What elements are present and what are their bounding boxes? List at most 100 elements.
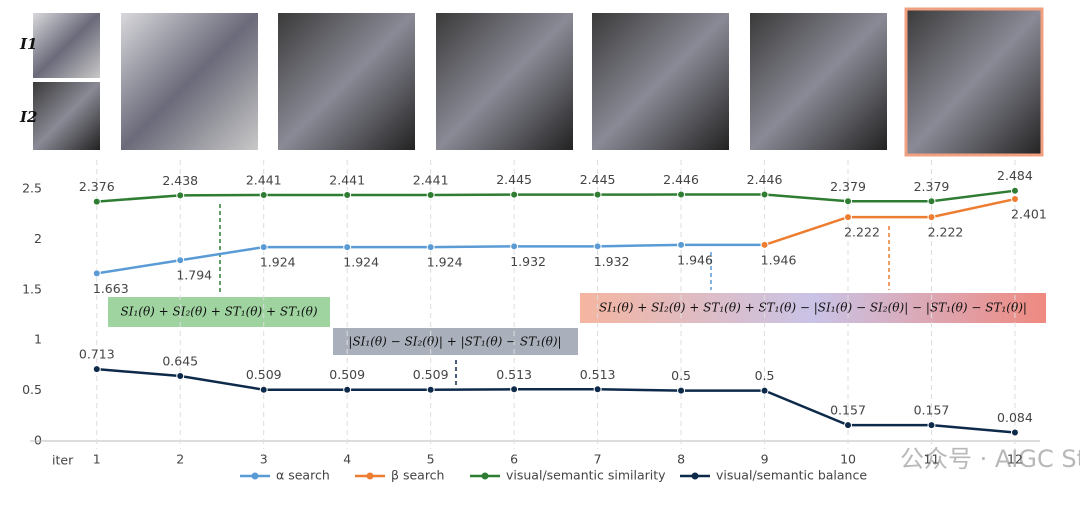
point: [176, 372, 185, 381]
data-label: 2.401: [1011, 207, 1047, 222]
y-tick-label: 2: [34, 231, 42, 246]
series-line: [96, 189, 1016, 203]
point: [1010, 428, 1019, 437]
result-image: [121, 13, 258, 150]
point: [343, 385, 352, 394]
annotation: |SI₁(θ) − SI₂(θ)| + |ST₁(θ) − ST₁(θ)|: [348, 335, 561, 349]
annotation: SI₁(θ) + SI₂(θ) + ST₁(θ) + ST₁(θ) − |SI₁…: [599, 301, 1027, 315]
data-label: 1.663: [93, 281, 129, 296]
point: [677, 190, 686, 199]
x-tick-label: 9: [761, 452, 769, 467]
data-label: 2.446: [663, 172, 699, 187]
input-image: [33, 13, 100, 78]
point: [844, 197, 853, 206]
y-tick-label: 1.5: [22, 281, 42, 296]
point: [593, 385, 602, 394]
watermark: 公众号 · AIGC Studio: [900, 445, 1080, 473]
data-label: 0.513: [580, 367, 616, 382]
data-label: 0.157: [914, 403, 950, 418]
data-label: 2.438: [162, 173, 198, 188]
x-tick-label: 2: [176, 452, 184, 467]
data-label: 1.946: [677, 252, 713, 267]
point: [677, 386, 686, 395]
data-label: 0.645: [162, 354, 198, 369]
point: [259, 243, 268, 252]
x-tick-label: 10: [840, 452, 856, 467]
data-label: 0.509: [246, 367, 282, 382]
result-image: [592, 13, 729, 150]
point: [844, 213, 853, 222]
image-label: I1: [19, 35, 37, 53]
data-label: 2.445: [496, 172, 532, 187]
data-label: 0.5: [755, 368, 775, 383]
result-image: [278, 13, 415, 150]
x-tick-label: 11: [924, 452, 940, 467]
point: [1010, 186, 1019, 195]
data-label: 2.441: [246, 173, 282, 188]
y-tick-label: 1: [34, 332, 42, 347]
legend-label: visual/semantic balance: [716, 468, 867, 483]
x-tick-label: 1: [93, 452, 101, 467]
annotation-box: [108, 297, 330, 327]
y-tick-label: 0.5: [22, 382, 42, 397]
point: [677, 240, 686, 249]
point: [844, 421, 853, 430]
point: [760, 386, 769, 395]
data-label: 1.924: [343, 255, 379, 270]
point: [927, 213, 936, 222]
data-label: 0.157: [830, 403, 866, 418]
point: [426, 191, 435, 200]
legend-marker: [691, 472, 699, 480]
annotation: SI₁(θ) + SI₂(θ) + ST₁(θ) + ST₁(θ): [120, 305, 317, 319]
x-axis-label: iter: [52, 453, 74, 468]
result-image: [750, 13, 887, 150]
point: [176, 191, 185, 200]
y-tick-label: 0: [34, 433, 42, 448]
image-label: I2: [19, 108, 37, 126]
point: [343, 191, 352, 200]
data-label: 2.376: [79, 179, 115, 194]
data-label: 1.932: [510, 254, 546, 269]
x-tick-label: 12: [1007, 452, 1023, 467]
result-image-selected: [904, 7, 1044, 157]
series-line: [764, 197, 1016, 247]
point: [927, 421, 936, 430]
x-tick-label: 8: [677, 452, 685, 467]
data-label: 2.379: [830, 179, 866, 194]
data-label: 2.445: [580, 172, 616, 187]
data-label: 2.484: [997, 168, 1033, 183]
data-label: 0.084: [997, 410, 1033, 425]
x-tick-label: 5: [427, 452, 435, 467]
point: [510, 385, 519, 394]
point: [510, 242, 519, 251]
point: [760, 240, 769, 249]
legend-label: visual/semantic similarity: [506, 468, 666, 483]
x-tick-label: 3: [260, 452, 268, 467]
legend-marker: [481, 472, 489, 480]
point: [92, 365, 101, 374]
point: [593, 242, 602, 251]
legend-marker: [366, 472, 374, 480]
data-label: 2.441: [329, 173, 365, 188]
data-label: 0.513: [496, 367, 532, 382]
point: [927, 197, 936, 206]
data-label: 2.222: [844, 225, 880, 240]
point: [92, 269, 101, 278]
data-label: 0.509: [413, 367, 449, 382]
data-label: 0.5: [671, 368, 691, 383]
point: [760, 190, 769, 199]
point: [1010, 195, 1019, 204]
data-label: 0.713: [79, 347, 115, 362]
point: [426, 385, 435, 394]
data-label: 1.924: [427, 255, 463, 270]
data-label: 2.441: [413, 173, 449, 188]
point: [510, 190, 519, 199]
y-tick-label: 2.5: [22, 181, 42, 196]
input-image: [33, 82, 100, 150]
data-label: 1.794: [176, 268, 212, 283]
point: [92, 197, 101, 206]
point: [259, 191, 268, 200]
legend-label: α search: [276, 468, 330, 483]
point: [426, 243, 435, 252]
